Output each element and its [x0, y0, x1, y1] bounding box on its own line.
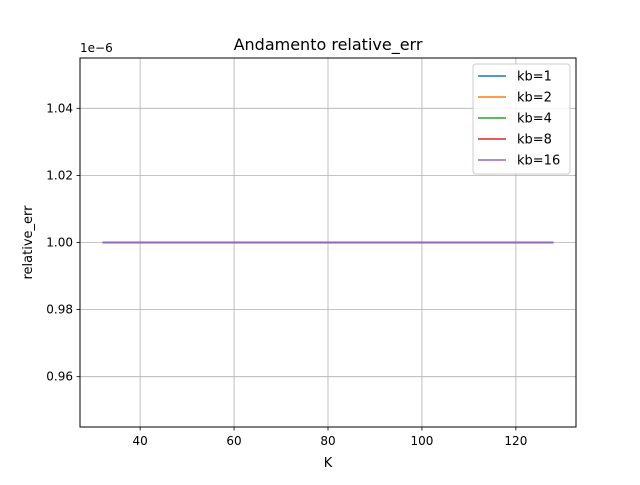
y-tick-label: 0.96 — [46, 370, 73, 384]
x-tick-label: 120 — [504, 434, 527, 448]
legend-label: kb=2 — [517, 91, 552, 106]
chart-title: Andamento relative_err — [234, 35, 423, 55]
x-tick-label: 60 — [226, 434, 241, 448]
legend-label: kb=1 — [517, 70, 552, 85]
y-offset-label: 1e−6 — [80, 41, 113, 55]
y-tick-label: 1.04 — [46, 101, 73, 115]
x-axis-label: K — [324, 456, 333, 471]
x-tick-label: 100 — [410, 434, 433, 448]
y-tick-label: 0.98 — [46, 303, 73, 317]
y-axis-label: relative_err — [21, 205, 36, 280]
legend: kb=1 kb=2 kb=4 kb=8 kb=16 — [472, 63, 571, 175]
y-tick-label: 1.02 — [46, 168, 73, 182]
legend-label: kb=16 — [517, 154, 560, 169]
axis-ticks: 40 60 80 100 120 0.96 0.98 1.00 1.02 1.04 — [46, 101, 527, 448]
legend-label: kb=8 — [517, 133, 552, 148]
x-tick-label: 40 — [132, 434, 147, 448]
legend-box — [472, 63, 571, 175]
y-tick-label: 1.00 — [46, 236, 73, 250]
x-tick-label: 80 — [320, 434, 335, 448]
legend-label: kb=4 — [517, 112, 552, 127]
